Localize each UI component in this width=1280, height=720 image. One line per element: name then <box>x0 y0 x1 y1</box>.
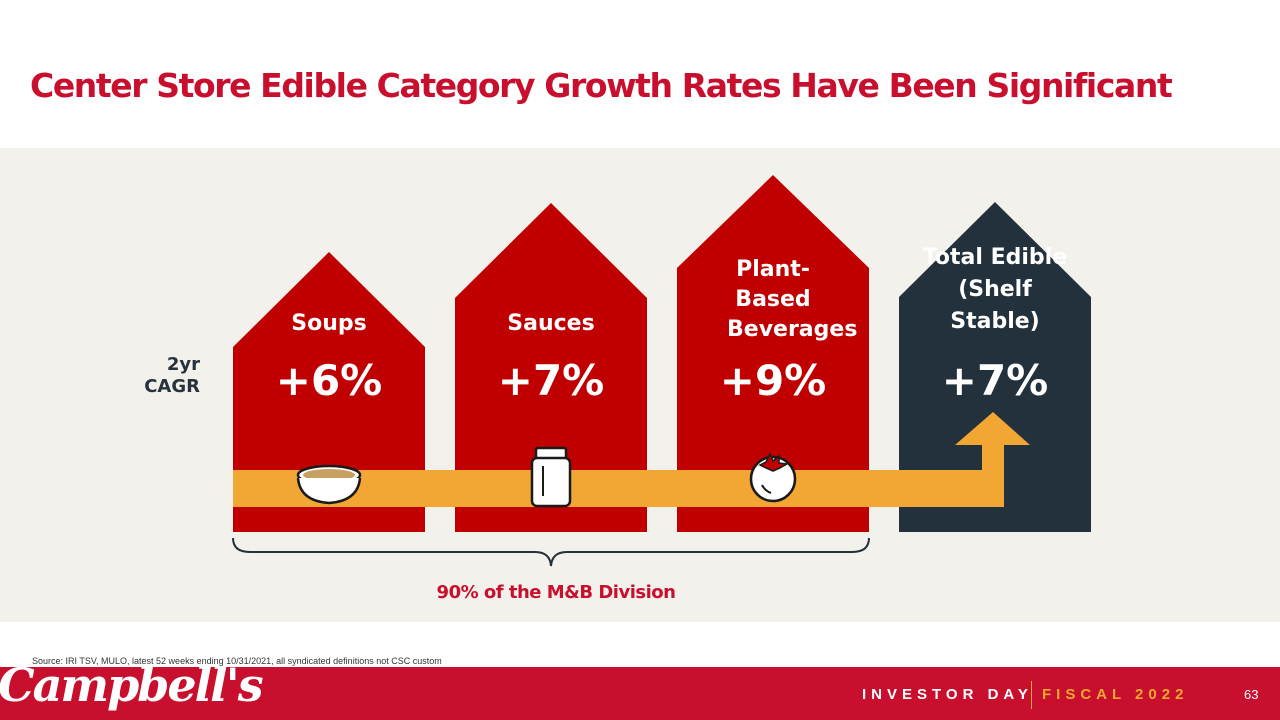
house-total-edible <box>899 202 1091 532</box>
brace-label: 90% of the M&B Division <box>436 582 676 603</box>
category-value: +7% <box>941 356 1049 405</box>
tomato-icon <box>749 452 797 503</box>
category-value: +7% <box>497 356 605 405</box>
house-plant-based-beverages-text: Plant-Based Beverages +9% <box>677 0 869 720</box>
jar-icon <box>530 446 572 508</box>
house-total-edible-text: Total Edible (Shelf Stable) +7% <box>899 0 1091 720</box>
house-soups-text: Soups +6% <box>233 0 425 720</box>
campbells-logo: Campbell's <box>0 658 264 712</box>
category-value: +9% <box>719 356 827 405</box>
house-soups <box>233 252 425 532</box>
page-title: Center Store Edible Category Growth Rate… <box>30 66 1173 105</box>
house-plant-based-beverages <box>677 175 869 532</box>
page-number: 63 <box>1244 687 1259 702</box>
category-value: +6% <box>275 356 383 405</box>
category-label: Plant-Based Beverages <box>727 257 858 342</box>
category-label: Soups <box>291 311 367 336</box>
brace <box>232 537 870 567</box>
fiscal-year: FISCAL 2022 <box>1042 686 1189 703</box>
footer-bar <box>0 667 1280 720</box>
house-sauces <box>455 203 647 532</box>
house-sauces-text: Sauces +7% <box>455 0 647 720</box>
category-label: Sauces <box>507 311 595 336</box>
up-arrow-icon <box>233 412 1030 507</box>
event-name: INVESTOR DAY <box>862 686 1033 703</box>
footer-divider <box>1031 681 1032 709</box>
metric-label: 2yr CAGR <box>144 354 200 397</box>
source-note: Source: IRI TSV, MULO, latest 52 weeks e… <box>32 656 442 666</box>
soup-bowl-icon <box>296 464 362 505</box>
category-label: Total Edible (Shelf Stable) <box>922 245 1068 334</box>
